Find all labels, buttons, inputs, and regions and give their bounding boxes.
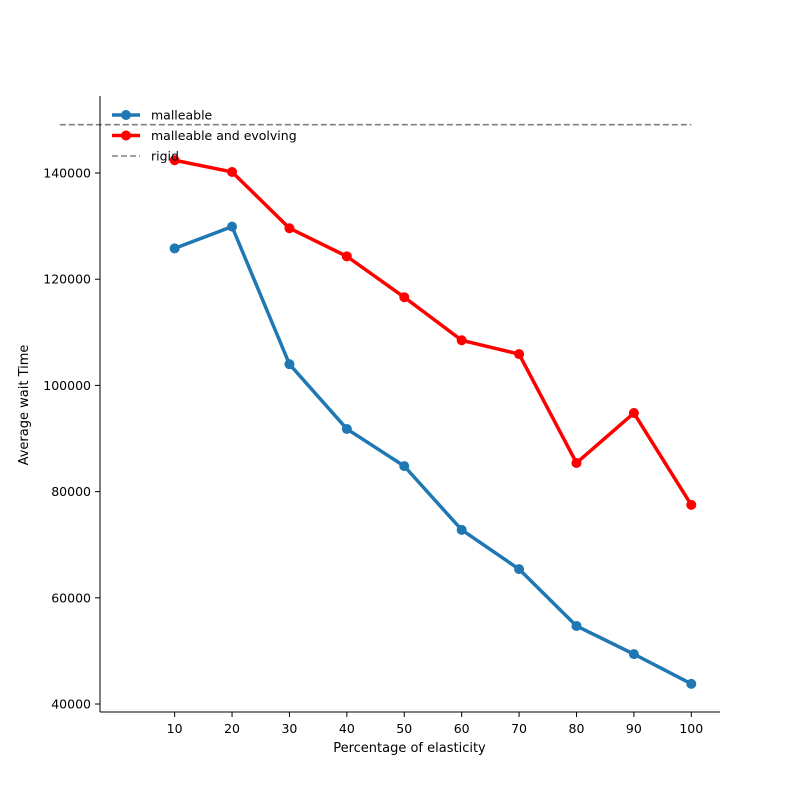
data-point-malleable <box>571 620 582 631</box>
y-tick-label: 80000 <box>51 484 91 499</box>
data-point-malleable-and-evolving <box>686 499 697 510</box>
y-tick-label: 140000 <box>43 166 91 181</box>
legend-label-rigid: rigid <box>151 149 179 164</box>
data-point-malleable <box>399 461 410 472</box>
x-tick-label: 20 <box>224 721 240 736</box>
data-point-malleable <box>628 649 639 660</box>
x-tick-label: 10 <box>167 721 183 736</box>
data-point-malleable <box>169 243 180 254</box>
x-tick-label: 50 <box>396 721 412 736</box>
data-point-malleable-and-evolving <box>456 335 467 346</box>
x-tick-label: 30 <box>281 721 297 736</box>
legend-label-malleable: malleable <box>151 108 213 123</box>
data-point-malleable-and-evolving <box>227 166 238 177</box>
plot-area <box>59 123 697 689</box>
data-point-malleable <box>341 423 352 434</box>
data-point-malleable-and-evolving <box>571 457 582 468</box>
y-tick-label: 40000 <box>51 697 91 712</box>
x-tick-label: 100 <box>679 721 703 736</box>
x-tick-label: 80 <box>569 721 585 736</box>
data-point-malleable <box>227 221 238 232</box>
legend-marker-malleable-and-evolving <box>121 130 131 141</box>
data-point-malleable-and-evolving <box>341 251 352 262</box>
data-point-malleable <box>456 524 467 535</box>
y-axis-label: Average wait Time <box>17 345 32 466</box>
legend-label-malleable-and-evolving: malleable and evolving <box>151 128 297 143</box>
y-tick-label: 100000 <box>43 378 91 393</box>
legend: malleable malleable and evolving rigid <box>112 108 297 164</box>
data-point-malleable <box>284 359 295 370</box>
y-tick-label: 120000 <box>43 272 91 287</box>
x-axis-label: Percentage of elasticity <box>333 741 486 756</box>
data-point-malleable-and-evolving <box>169 155 180 166</box>
legend-marker-malleable <box>121 110 131 120</box>
x-tick-label: 90 <box>626 721 642 736</box>
data-point-malleable-and-evolving <box>514 349 525 360</box>
x-tick-label: 60 <box>454 721 470 736</box>
data-point-malleable-and-evolving <box>284 223 295 234</box>
data-point-malleable-and-evolving <box>628 408 639 419</box>
data-point-malleable <box>514 564 525 575</box>
data-point-malleable <box>686 678 697 689</box>
x-tick-label: 70 <box>511 721 527 736</box>
x-tick-label: 40 <box>339 721 355 736</box>
axes: 10 20 30 40 50 60 70 80 90 100 40000 60000 80000 1000… <box>43 96 720 736</box>
series-line-malleable <box>174 224 693 686</box>
data-point-malleable-and-evolving <box>399 292 410 303</box>
y-tick-label: 60000 <box>51 590 91 605</box>
series-line-malleable-and-evolving <box>174 158 693 506</box>
